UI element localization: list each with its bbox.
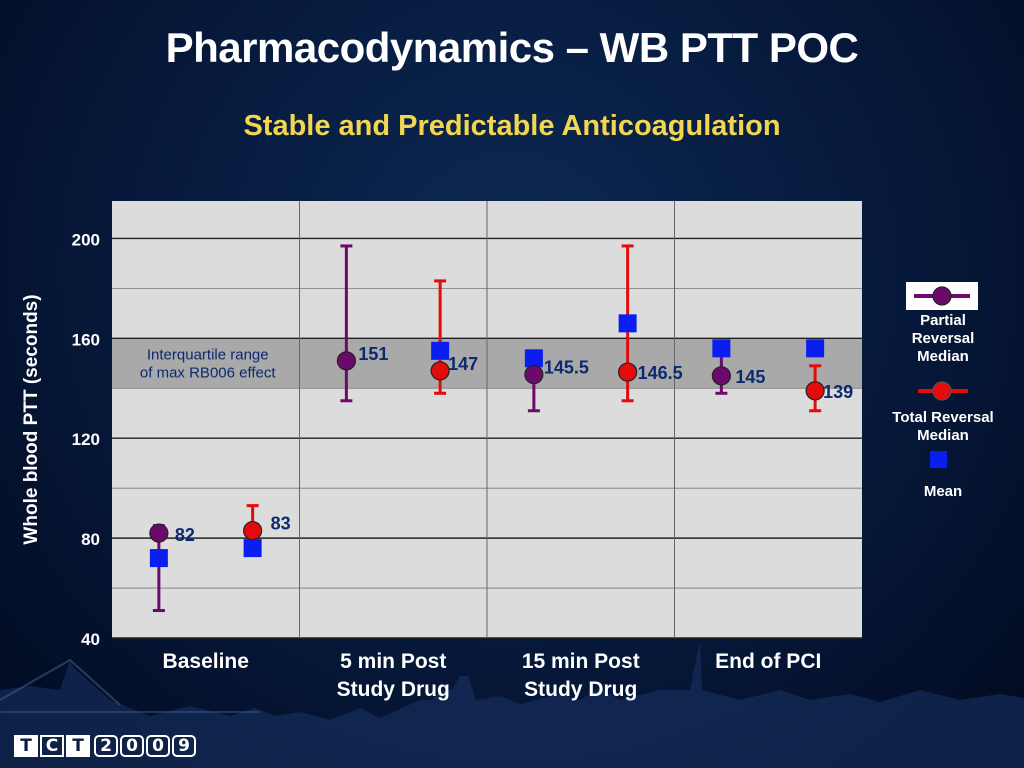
mean-marker (806, 339, 825, 358)
slide-title: Pharmacodynamics – WB PTT POC (165, 24, 859, 71)
y-tick-label: 200 (72, 230, 100, 249)
legend-marker-mean (930, 451, 947, 468)
logo-digit: 2 (94, 735, 118, 757)
logo-letter: T (66, 735, 90, 757)
data-label: 146.5 (638, 363, 683, 383)
x-category-label: 15 min Post (522, 650, 640, 673)
x-category-label: Study Drug (337, 678, 450, 701)
data-label: 151 (358, 344, 388, 364)
data-label: 82 (175, 525, 195, 545)
mean-marker (524, 349, 543, 368)
data-label: 139 (823, 382, 853, 402)
median-marker (618, 362, 638, 382)
logo-digit: 9 (172, 735, 196, 757)
mean-marker (618, 314, 637, 333)
legend-label-total: Total Reversal Median (892, 409, 994, 444)
mean-marker (243, 539, 262, 558)
logo-digit: 0 (120, 735, 144, 757)
x-category-label: Baseline (163, 650, 249, 673)
mean-marker (149, 549, 168, 568)
median-marker (149, 523, 169, 543)
median-marker (805, 381, 825, 401)
mean-marker (431, 341, 450, 360)
tct-2009-logo: T C T 2 0 0 9 (14, 735, 198, 757)
mean-marker (712, 339, 731, 358)
y-axis-label: Whole blood PTT (seconds) (21, 294, 42, 544)
median-marker (430, 361, 450, 381)
data-label: 145 (735, 367, 765, 387)
y-tick-label: 80 (81, 530, 100, 549)
legend-marker-partial (932, 286, 952, 306)
data-label: 145.5 (544, 358, 589, 378)
data-label: 83 (271, 514, 291, 534)
x-category-label: Study Drug (524, 678, 637, 701)
y-tick-label: 160 (72, 330, 100, 349)
logo-letter: C (40, 735, 64, 757)
band-annotation-line: of max RB006 effect (140, 364, 276, 381)
logo-digit: 0 (146, 735, 170, 757)
data-label: 147 (448, 354, 478, 374)
legend-label-mean: Mean (923, 483, 963, 500)
logo-letter: T (14, 735, 38, 757)
legend-label-partial: Partial Reversal Median (911, 312, 975, 365)
median-marker (524, 364, 544, 385)
band-annotation-line: Interquartile range (147, 346, 269, 363)
x-category-label: End of PCI (715, 650, 821, 673)
median-marker (243, 521, 263, 541)
median-marker (336, 351, 356, 371)
legend-marker-total (932, 381, 952, 401)
y-tick-label: 120 (72, 430, 100, 449)
y-tick-label: 40 (81, 630, 100, 649)
slide-subtitle: Stable and Predictable Anticoagulation (243, 110, 781, 142)
x-category-label: 5 min Post (340, 650, 446, 673)
median-marker (711, 366, 731, 386)
